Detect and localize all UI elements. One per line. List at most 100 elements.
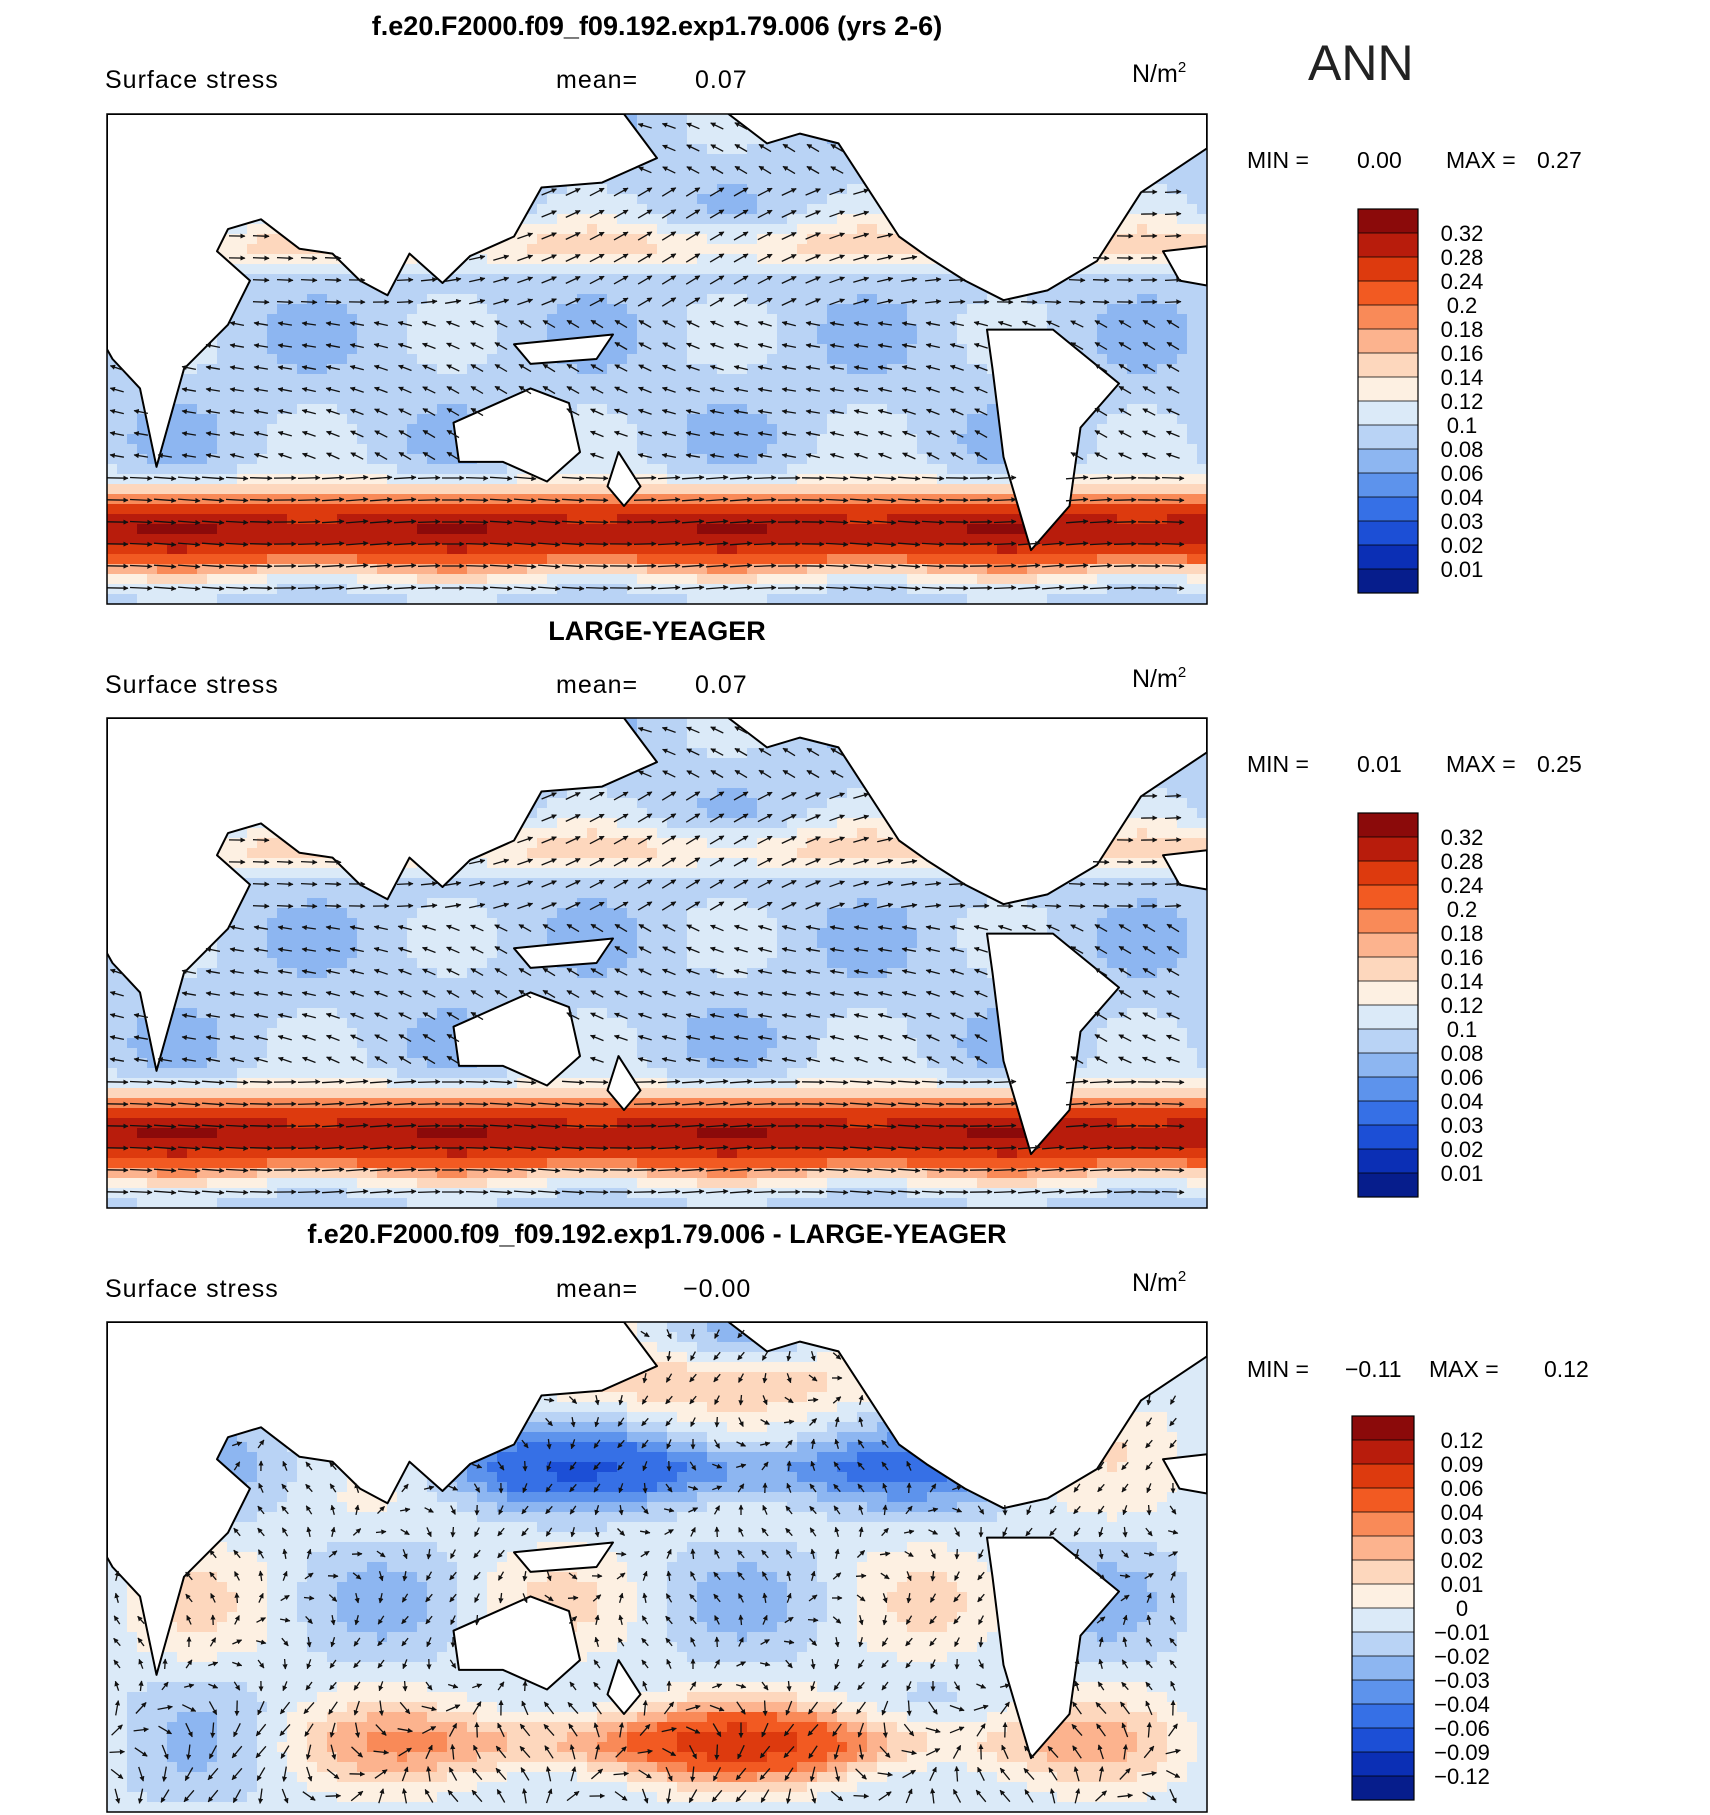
field-cell xyxy=(1017,524,1028,535)
field-cell xyxy=(1167,504,1178,515)
field-cell xyxy=(707,314,718,325)
field-cell xyxy=(807,504,818,515)
field-cell xyxy=(907,354,918,365)
field-cell xyxy=(1187,534,1198,545)
field-cell xyxy=(537,534,548,545)
field-cell xyxy=(1107,334,1118,345)
field-cell xyxy=(177,404,188,415)
field-cell xyxy=(1197,464,1207,475)
field-cell xyxy=(847,374,858,385)
field-cell xyxy=(527,234,538,245)
field-cell xyxy=(317,464,328,475)
field-cell xyxy=(367,384,378,395)
field-cell xyxy=(457,294,468,305)
field-cell xyxy=(817,224,828,235)
field-cell xyxy=(237,474,248,485)
field-cell xyxy=(557,504,568,515)
field-cell xyxy=(587,204,598,215)
field-cell xyxy=(667,314,678,325)
field-cell xyxy=(557,394,568,405)
field-cell xyxy=(347,404,358,415)
field-cell xyxy=(837,444,848,455)
field-cell xyxy=(207,504,218,515)
field-cell xyxy=(467,504,478,515)
field-cell xyxy=(807,174,818,185)
field-cell xyxy=(667,334,678,345)
field-cell xyxy=(877,354,888,365)
field-cell xyxy=(977,484,988,495)
field-cell xyxy=(587,464,598,475)
field-cell xyxy=(257,474,268,485)
field-cell xyxy=(497,514,508,525)
field-cell xyxy=(467,274,478,285)
field-cell xyxy=(347,294,358,305)
field-cell xyxy=(207,534,218,545)
field-cell xyxy=(607,264,618,275)
field-cell xyxy=(937,274,948,285)
field-cell xyxy=(727,484,738,495)
field-cell xyxy=(1077,424,1088,435)
field-cell xyxy=(317,424,328,435)
field-cell xyxy=(387,564,398,575)
field-cell xyxy=(267,264,278,275)
field-cell xyxy=(527,524,538,535)
field-cell xyxy=(587,454,598,465)
field-cell xyxy=(717,514,728,525)
field-cell xyxy=(827,364,838,375)
field-cell xyxy=(907,424,918,435)
field-cell xyxy=(687,524,698,535)
field-cell xyxy=(907,474,918,485)
field-cell xyxy=(687,534,698,545)
field-cell xyxy=(827,534,838,545)
field-cell xyxy=(427,374,438,385)
field-cell xyxy=(887,354,898,365)
field-cell xyxy=(1137,384,1148,395)
field-cell xyxy=(1087,554,1098,565)
field-cell xyxy=(247,354,258,365)
field-cell xyxy=(1097,434,1108,445)
field-cell xyxy=(957,464,968,475)
field-cell xyxy=(1157,374,1168,385)
field-cell xyxy=(387,444,398,455)
field-cell xyxy=(617,544,628,555)
field-cell xyxy=(977,374,988,385)
field-cell xyxy=(367,294,378,305)
field-cell xyxy=(877,304,888,315)
field-cell xyxy=(717,434,728,445)
field-cell xyxy=(277,364,288,375)
field-cell xyxy=(727,464,738,475)
field-cell xyxy=(627,334,638,345)
field-cell xyxy=(677,554,688,565)
field-cell xyxy=(367,564,378,575)
field-cell xyxy=(717,374,728,385)
field-cell xyxy=(1187,434,1198,445)
field-cell xyxy=(257,314,268,325)
field-cell xyxy=(857,334,868,345)
field-cell xyxy=(307,514,318,525)
field-cell xyxy=(807,394,818,405)
field-cell xyxy=(797,424,808,435)
field-cell xyxy=(457,484,468,495)
field-cell xyxy=(1177,444,1188,455)
field-cell xyxy=(577,394,588,405)
field-cell xyxy=(727,304,738,315)
field-cell xyxy=(737,234,748,245)
field-cell xyxy=(1187,164,1198,175)
field-cell xyxy=(647,124,658,135)
field-cell xyxy=(787,344,798,355)
field-cell xyxy=(837,174,848,185)
field-cell xyxy=(1137,204,1148,215)
field-cell xyxy=(1107,504,1118,515)
field-cell xyxy=(757,234,768,245)
field-cell xyxy=(727,114,738,125)
field-cell xyxy=(247,364,258,375)
field-cell xyxy=(837,474,848,485)
field-cell xyxy=(887,314,898,325)
field-cell xyxy=(247,274,258,285)
field-cell xyxy=(757,364,768,375)
field-cell xyxy=(987,454,998,465)
field-cell xyxy=(1097,284,1108,295)
field-cell xyxy=(677,354,688,365)
field-cell xyxy=(1187,364,1198,375)
field-cell xyxy=(987,514,998,525)
